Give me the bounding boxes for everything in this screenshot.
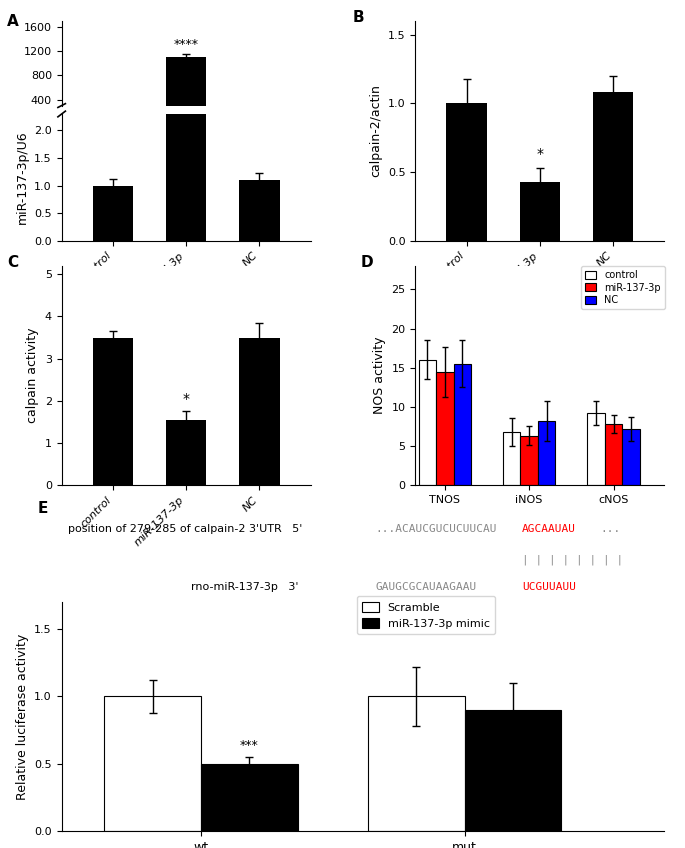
Text: position of 279-285 of calpain-2 3'UTR   5': position of 279-285 of calpain-2 3'UTR 5…: [68, 524, 302, 534]
Bar: [368, 696, 464, 831]
Bar: [538, 421, 556, 485]
Legend: control, miR-137-3p, NC: control, miR-137-3p, NC: [581, 266, 664, 309]
Bar: [587, 413, 605, 485]
Bar: [453, 364, 471, 485]
Text: D: D: [360, 255, 373, 270]
Bar: [436, 371, 453, 485]
Bar: [447, 103, 487, 241]
Bar: [503, 432, 521, 485]
Text: C: C: [7, 255, 18, 270]
Y-axis label: NOS activity: NOS activity: [373, 337, 386, 415]
Bar: [605, 424, 622, 485]
Text: ...: ...: [600, 524, 620, 534]
Text: *: *: [536, 147, 543, 161]
Bar: [104, 696, 201, 831]
Bar: [166, 0, 206, 241]
Bar: [201, 764, 298, 831]
Text: B: B: [353, 10, 364, 25]
Bar: [419, 360, 436, 485]
Bar: [166, 58, 206, 124]
Text: A: A: [7, 14, 18, 30]
Bar: [239, 338, 279, 485]
Bar: [622, 429, 640, 485]
Text: ****: ****: [174, 37, 199, 51]
Text: rno-miR-137-3p   3': rno-miR-137-3p 3': [191, 582, 299, 592]
Bar: [521, 436, 538, 485]
Text: GAUGCGCAUAAGAAU: GAUGCGCAUAAGAAU: [375, 582, 476, 592]
Bar: [239, 180, 279, 241]
Text: ***: ***: [240, 739, 259, 751]
Text: AGCAAUAU: AGCAAUAU: [522, 524, 576, 534]
Text: *: *: [183, 393, 190, 406]
Text: | | | | | | | |: | | | | | | | |: [522, 555, 623, 565]
Text: ...ACAUCGUCUCUUCAU: ...ACAUCGUCUCUUCAU: [375, 524, 497, 534]
Legend: Scramble, miR-137-3p mimic: Scramble, miR-137-3p mimic: [357, 596, 495, 634]
Bar: [520, 181, 560, 241]
Bar: [464, 710, 562, 831]
Bar: [166, 420, 206, 485]
Y-axis label: miR-137-3p/U6: miR-137-3p/U6: [16, 131, 29, 224]
Text: UCGUUAUU: UCGUUAUU: [522, 582, 576, 592]
Bar: [92, 186, 133, 241]
Bar: [92, 338, 133, 485]
Y-axis label: calpain activity: calpain activity: [26, 328, 39, 423]
Y-axis label: calpain-2/actin: calpain-2/actin: [369, 85, 382, 177]
Text: E: E: [38, 501, 48, 516]
Y-axis label: Relative luciferase activity: Relative luciferase activity: [16, 633, 29, 800]
Bar: [593, 92, 634, 241]
